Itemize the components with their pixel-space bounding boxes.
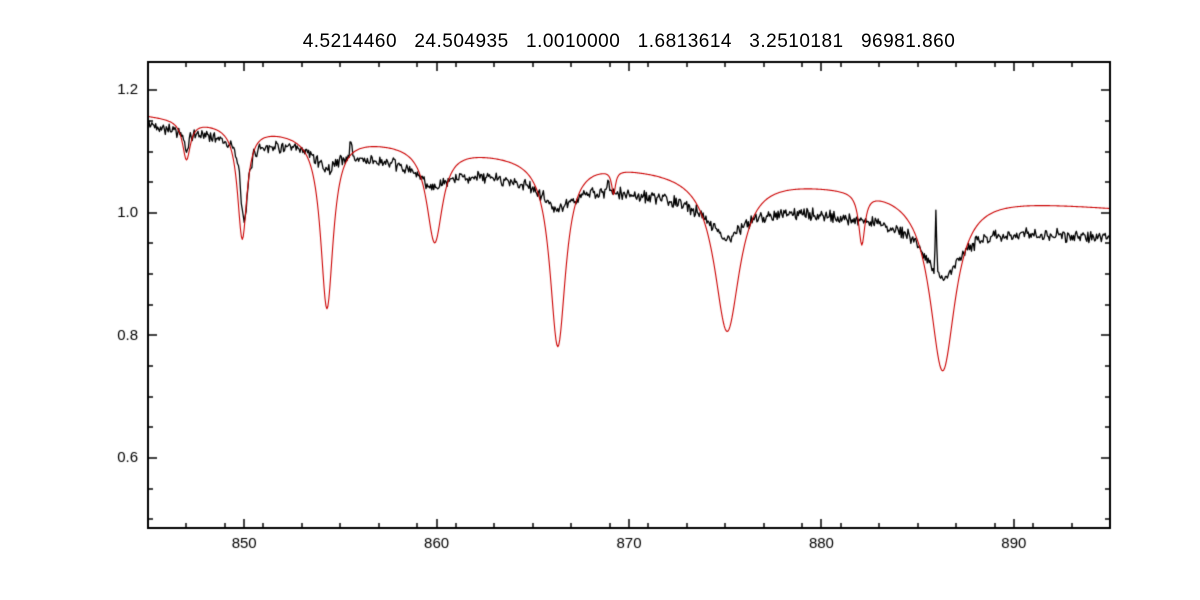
plot-title: 4.5214460 24.504935 1.0010000 1.6813614 … <box>302 31 956 52</box>
